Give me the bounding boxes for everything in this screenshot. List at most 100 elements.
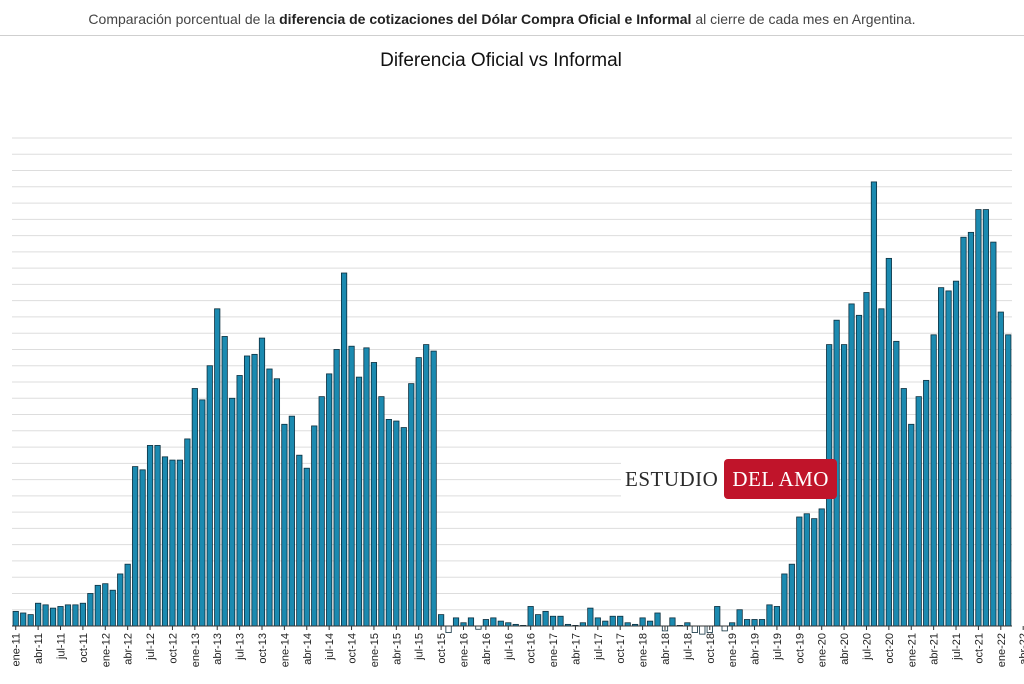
x-tick-label: oct-14 [347,633,359,664]
bar [311,425,318,627]
bar [64,604,72,627]
bar [490,617,497,627]
x-tick-label: jul-20 [862,633,874,661]
x-tick-label: abr-16 [481,633,493,665]
bar [378,396,385,627]
bar [803,513,810,627]
bar [587,607,594,627]
x-tick-label: ene-20 [817,633,829,667]
bar [691,625,698,633]
bar [863,292,870,627]
bar [818,508,825,627]
x-tick-label: oct-18 [705,633,717,664]
bar [557,615,564,627]
bar [236,375,243,627]
bar [132,466,139,627]
x-tick-label: abr-18 [660,633,672,665]
x-tick-label: oct-16 [526,633,538,664]
bar [214,308,221,627]
bar [497,620,504,627]
x-tick-label: jul-17 [593,633,605,661]
bar [370,362,378,627]
bar [855,314,863,627]
x-tick-label: ene-22 [996,633,1008,667]
x-tick-label: jul-12 [145,633,157,661]
bar [72,604,79,627]
bar [923,379,930,627]
bar [990,241,997,627]
bar [482,619,489,627]
x-tick-label: jul-19 [772,633,784,661]
x-tick-label: oct-11 [78,633,90,663]
x-tick-label: jul-16 [503,633,515,661]
bar [542,610,549,627]
bar [893,340,900,627]
watermark-del-amo-text: DEL AMO [724,459,837,499]
bar [288,415,295,627]
bar [952,280,960,627]
bar [79,602,86,627]
x-tick-label: oct-13 [257,633,269,664]
bar [318,396,325,627]
bar [602,620,609,627]
bar [1005,334,1012,627]
bar [535,614,542,627]
watermark-estudio-text: ESTUDIO [621,459,725,499]
bar [900,388,907,627]
x-tick-label: oct-21 [973,633,985,664]
bar [273,378,281,627]
bar [20,612,27,627]
bar [161,456,169,627]
bar [967,231,975,627]
bar [154,445,161,627]
bar [938,287,945,627]
bar [251,353,258,627]
x-tick-label: jul-18 [682,633,694,661]
bar [758,619,766,627]
bar [669,617,676,627]
x-tick-label: jul-21 [951,633,963,661]
bar [751,619,758,627]
bar [42,604,49,627]
bar [400,427,407,627]
x-tick-label: abr-11 [33,633,45,664]
bar [333,349,340,627]
bar [609,615,616,627]
bar [930,334,937,627]
bar [266,368,273,627]
chart-bars [12,181,1012,635]
bar [975,209,982,627]
x-tick-label: jul-11 [56,633,68,660]
caption-intro: Comparación porcentual de la [88,11,280,27]
bar [102,583,109,627]
bar [714,606,721,627]
x-tick-label: oct-19 [794,633,806,664]
bar [945,290,952,627]
bar [415,357,422,627]
estudio-del-amo-watermark: ESTUDIO DEL AMO [621,459,837,499]
x-tick-label: ene-19 [727,633,739,667]
bar [438,614,445,627]
bar [430,350,437,627]
bar [176,459,183,627]
bar [221,336,228,627]
bar [35,602,42,627]
bar [699,625,706,635]
bar [27,614,34,627]
x-tick-label: ene-12 [100,633,112,667]
bar [445,625,452,633]
bar [743,619,751,627]
x-tick-label: ene-13 [190,633,202,667]
bar [721,625,728,632]
bar [281,423,288,627]
x-axis: ene-11 abr-11 jul-11 oct-11 ene-12 abr-12 jul-… [11,625,1024,667]
bar [348,345,355,627]
bar [363,347,370,627]
bar [960,236,967,627]
bar [258,337,266,627]
x-tick-label: ene-15 [369,633,381,667]
bar [736,609,743,627]
x-tick-label: ene-18 [638,633,650,667]
x-tick-label: jul-14 [324,633,336,661]
